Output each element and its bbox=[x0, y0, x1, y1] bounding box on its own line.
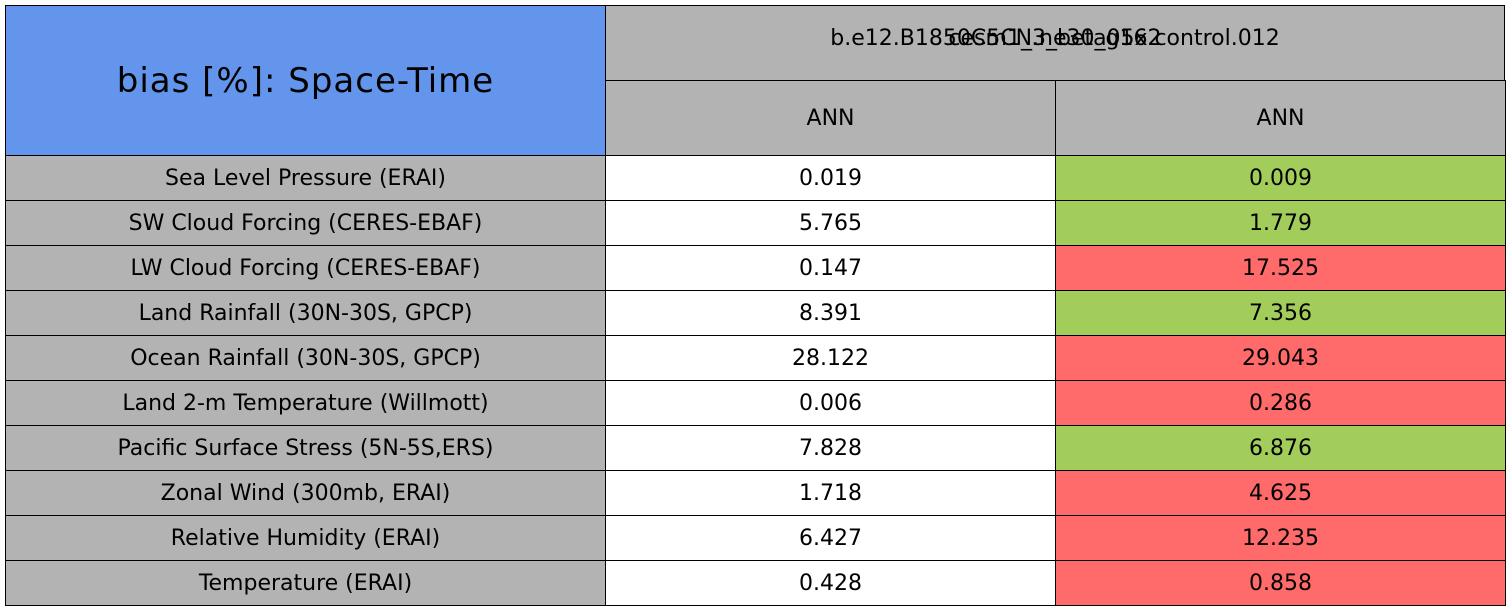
value-cell: 0.009 bbox=[1055, 155, 1506, 201]
column-header: ANN bbox=[1055, 80, 1506, 156]
value-cell: 0.428 bbox=[605, 560, 1056, 606]
value-cell: 4.625 bbox=[1055, 470, 1506, 516]
value-cell: 1.779 bbox=[1055, 200, 1506, 246]
value-cell: 17.525 bbox=[1055, 245, 1506, 291]
value-cell: 6.427 bbox=[605, 515, 1056, 561]
row-label: Zonal Wind (300mb, ERAI) bbox=[5, 470, 606, 516]
row-label: SW Cloud Forcing (CERES-EBAF) bbox=[5, 200, 606, 246]
row-label: Ocean Rainfall (30N-30S, GPCP) bbox=[5, 335, 606, 381]
row-label: Land Rainfall (30N-30S, GPCP) bbox=[5, 290, 606, 336]
value-cell: 28.122 bbox=[605, 335, 1056, 381]
case-name: cesm1_3_beta05x2 bbox=[948, 26, 1162, 51]
value-cell: 0.147 bbox=[605, 245, 1056, 291]
value-cell: 29.043 bbox=[1055, 335, 1506, 381]
value-cell: 8.391 bbox=[605, 290, 1056, 336]
value-cell: 0.006 bbox=[605, 380, 1056, 426]
row-label: LW Cloud Forcing (CERES-EBAF) bbox=[5, 245, 606, 291]
case-name: b.e12.B1850C5CN.ne30_g16.control.012 bbox=[830, 26, 1280, 51]
row-label: Temperature (ERAI) bbox=[5, 560, 606, 606]
value-cell: 0.019 bbox=[605, 155, 1056, 201]
row-label: Pacific Surface Stress (5N-5S,ERS) bbox=[5, 425, 606, 471]
row-label: Sea Level Pressure (ERAI) bbox=[5, 155, 606, 201]
value-cell: 7.356 bbox=[1055, 290, 1506, 336]
value-cell: 0.286 bbox=[1055, 380, 1506, 426]
value-cell: 6.876 bbox=[1055, 425, 1506, 471]
value-cell: 7.828 bbox=[605, 425, 1056, 471]
row-label: Relative Humidity (ERAI) bbox=[5, 515, 606, 561]
column-header: ANN bbox=[605, 80, 1056, 156]
value-cell: 1.718 bbox=[605, 470, 1056, 516]
row-label: Land 2-m Temperature (Willmott) bbox=[5, 380, 606, 426]
case-header: b.e12.B1850C5CN.ne30_g16.control.012 cesm… bbox=[605, 5, 1505, 81]
title-cell: bias [%]: Space-Time bbox=[5, 5, 606, 156]
value-cell: 0.858 bbox=[1055, 560, 1506, 606]
value-cell: 5.765 bbox=[605, 200, 1056, 246]
value-cell: 12.235 bbox=[1055, 515, 1506, 561]
